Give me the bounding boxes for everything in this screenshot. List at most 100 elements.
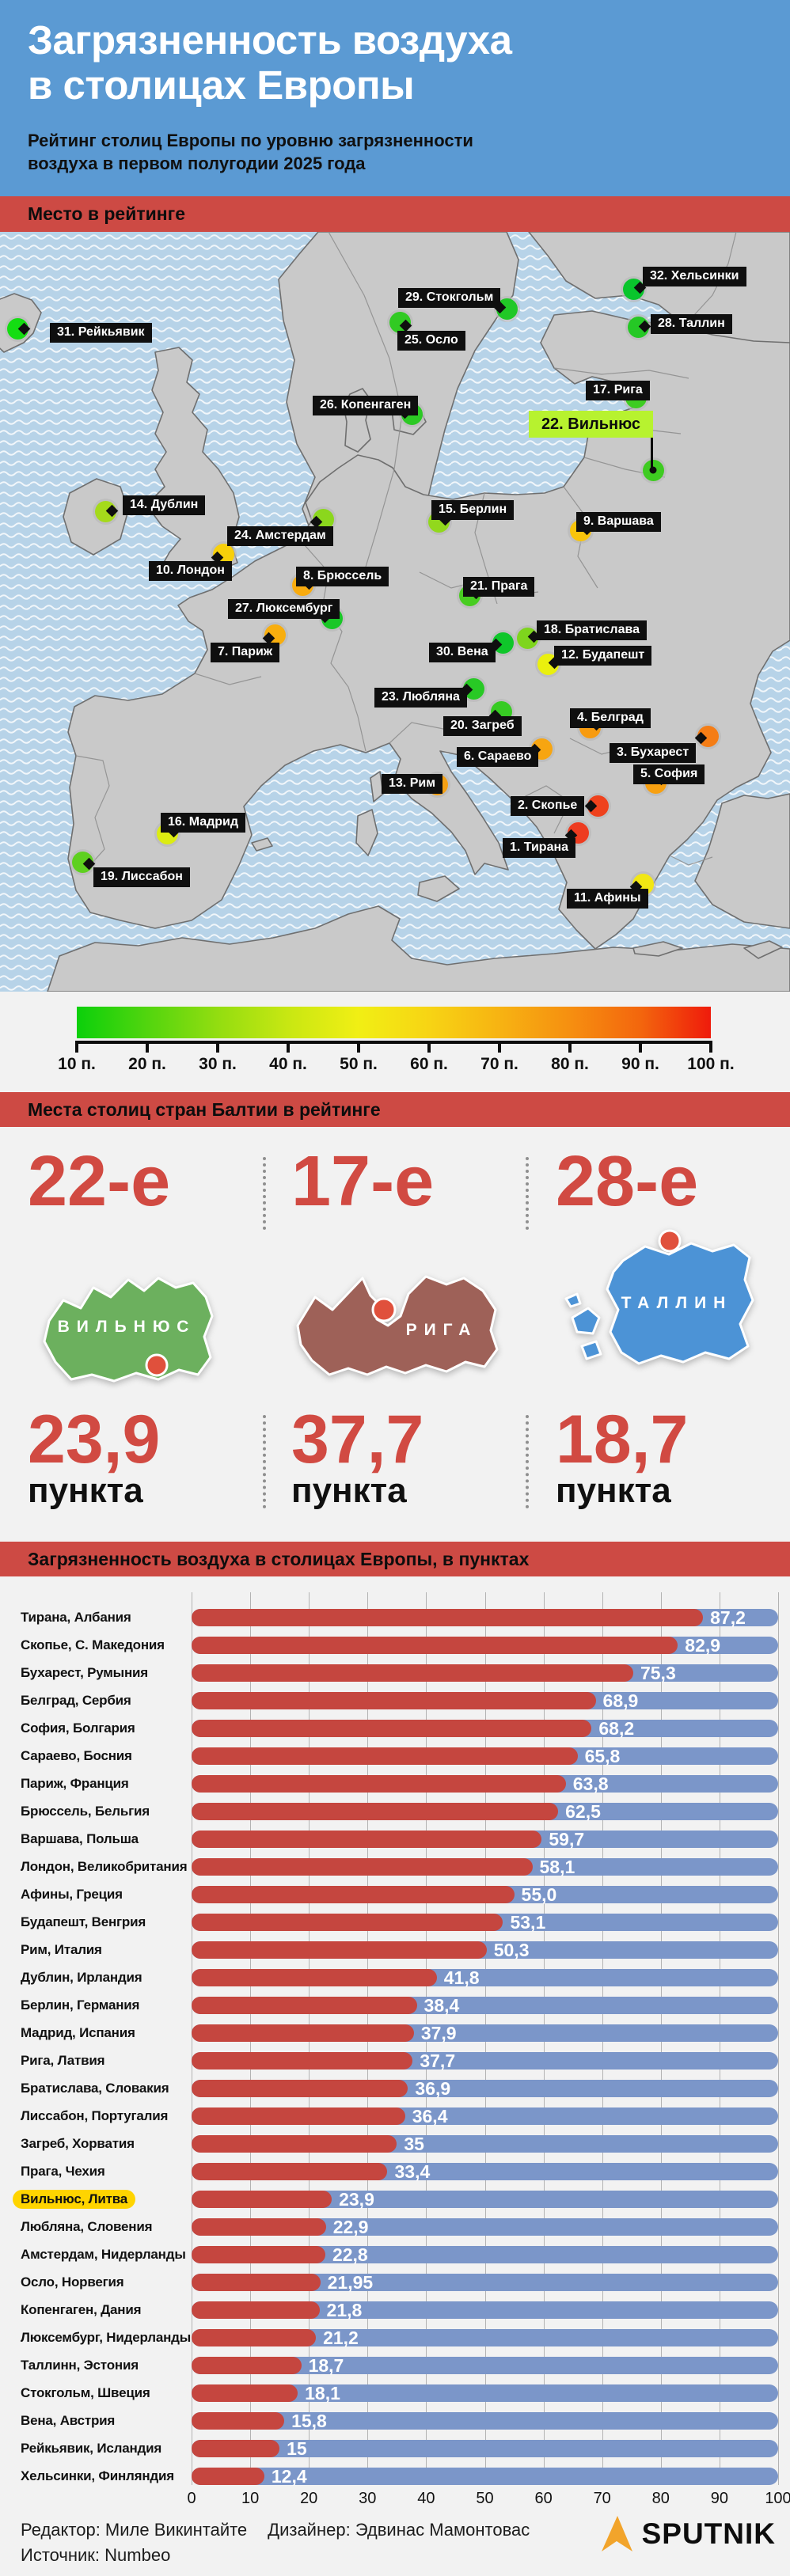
bar-track: 18,7 bbox=[192, 2354, 778, 2376]
latvia-label: РИГА bbox=[406, 1321, 478, 1339]
land-continent bbox=[67, 310, 790, 950]
bar-fill bbox=[192, 2245, 325, 2263]
map-marker-label: 3. Бухарест bbox=[610, 743, 697, 763]
chart-row-label: Берлин, Германия bbox=[21, 1997, 140, 2013]
map-marker-label: 5. София bbox=[633, 764, 705, 784]
land-balearics bbox=[251, 837, 273, 852]
bar-fill bbox=[192, 2217, 326, 2236]
bar-fill bbox=[192, 2301, 320, 2319]
chart-row: Бухарест, Румыния 75,3 bbox=[21, 1659, 778, 1686]
page-subtitle: Рейтинг столиц Европы по уровню загрязне… bbox=[28, 131, 473, 174]
bar-fill bbox=[192, 2439, 280, 2457]
map-marker-label: 8. Брюссель bbox=[296, 567, 389, 586]
tallinn-dot bbox=[658, 1229, 682, 1253]
gridline bbox=[778, 1592, 779, 2485]
bar-track: 21,2 bbox=[192, 2328, 778, 2348]
bar-value: 38,4 bbox=[423, 1994, 460, 2016]
map-marker-label: 25. Осло bbox=[397, 331, 465, 351]
chart-row-label: Стокгольм, Швеция bbox=[21, 2384, 150, 2400]
footer: Редактор: Миле Викинтайте Дизайнер: Эдвин… bbox=[0, 2507, 790, 2576]
chart-row-label: Мадрид, Испания bbox=[21, 2024, 135, 2040]
chart-row-label: Лондон, Великобритания bbox=[21, 1858, 188, 1874]
callout-line bbox=[651, 438, 653, 470]
map-marker-label: 28. Таллин bbox=[651, 314, 732, 334]
chart-row: Рейкьявик, Исландия 15 bbox=[21, 2434, 778, 2462]
bar-value: 36,4 bbox=[412, 2105, 448, 2126]
chart-row-label: Скопье, С. Македония bbox=[21, 1637, 165, 1652]
bar-track: 63,8 bbox=[192, 1773, 778, 1794]
estonia-map: ТАЛЛИН bbox=[564, 1229, 754, 1365]
bar-track: 62,5 bbox=[192, 1800, 778, 1822]
bar-value: 62,5 bbox=[565, 1800, 601, 1822]
map-markers-layer: 1. Тирана 2. Скопье 3. Бухарест 4. Белград 5… bbox=[0, 232, 790, 992]
map-marker-label: 26. Копенгаген bbox=[313, 396, 419, 415]
land-north-africa bbox=[47, 905, 790, 992]
chart-rows: Тирана, Албания 87,2 Скопье, С. Македония 8… bbox=[13, 1603, 778, 2490]
bar-value: 68,9 bbox=[602, 1690, 639, 1711]
chart-row: Скопье, С. Македония 82,9 bbox=[21, 1631, 778, 1659]
chart-row-label: Белград, Сербия bbox=[21, 1692, 131, 1708]
bar-value: 37,9 bbox=[420, 2022, 457, 2043]
map-marker-label: 6. Сараево bbox=[457, 747, 539, 767]
legend-axis-line bbox=[75, 1041, 712, 1044]
bar-track: 36,9 bbox=[192, 2078, 778, 2099]
map-marker-label: 18. Братислава bbox=[537, 620, 648, 640]
map-marker-label: 31. Рейкьявик bbox=[50, 323, 152, 343]
legend-tick bbox=[498, 1041, 501, 1053]
editor-credit: Редактор: Миле Викинтайте bbox=[21, 2520, 248, 2540]
bar-value: 18,1 bbox=[305, 2382, 340, 2403]
map-marker-label: 11. Афины bbox=[567, 889, 648, 909]
axis-tick-label: 60 bbox=[534, 2490, 553, 2507]
map-marker-label: 12. Будапешт bbox=[554, 646, 652, 666]
bar-fill bbox=[192, 1608, 704, 1626]
land-crete bbox=[632, 941, 683, 957]
bar-track: 53,1 bbox=[192, 1912, 778, 1933]
bar-track: 23,9 bbox=[192, 2189, 778, 2210]
chart-row: Братислава, Словакия 36,9 bbox=[21, 2074, 778, 2102]
divider bbox=[263, 1157, 266, 1230]
legend-tick-label: 30 п. bbox=[199, 1055, 237, 1073]
bar-track: 65,8 bbox=[192, 1746, 778, 1766]
map-marker-label: 20. Загреб bbox=[443, 716, 522, 736]
pollution-bar-chart: Тирана, Албания 87,2 Скопье, С. Македония 8… bbox=[0, 1576, 790, 2507]
page-title-line1: Загрязненность воздуха bbox=[28, 17, 512, 63]
bar-fill bbox=[192, 2051, 413, 2070]
legend-tick bbox=[709, 1041, 712, 1053]
chart-row-label: Сараево, Босния bbox=[21, 1747, 132, 1763]
bar-track: 18,1 bbox=[192, 2382, 778, 2403]
map-marker-label: 32. Хельсинки bbox=[643, 267, 746, 286]
bar-value: 21,8 bbox=[326, 2299, 363, 2320]
bar-fill bbox=[192, 2356, 302, 2374]
bar-value: 87,2 bbox=[710, 1607, 746, 1628]
map-marker-dot bbox=[642, 459, 664, 481]
chart-row: Сараево, Босния 65,8 bbox=[21, 1742, 778, 1770]
bar-fill bbox=[192, 1996, 417, 2014]
legend-tick-label: 60 п. bbox=[410, 1055, 448, 1073]
chart-row: Афины, Греция 55,0 bbox=[21, 1880, 778, 1908]
bar-track: 75,3 bbox=[192, 1663, 778, 1683]
chart-row: Дублин, Ирландия 41,8 bbox=[21, 1963, 778, 1991]
sputnik-logo-text: SPUTNIK bbox=[641, 2517, 776, 2550]
color-scale-legend: 10 п. 20 п. 30 п. 40 п. 50 п. 60 п. 70 п. 80 п.… bbox=[0, 992, 790, 1092]
bar-fill bbox=[192, 1747, 578, 1765]
bar-track: 33,4 bbox=[192, 2161, 778, 2182]
map-marker-label: 21. Прага bbox=[463, 577, 535, 597]
chart-row: Берлин, Германия 38,4 bbox=[21, 1991, 778, 2019]
chart-row-label: Таллинн, Эстония bbox=[21, 2357, 139, 2373]
chart-row: Вильнюс, Литва 23,9 bbox=[13, 2185, 778, 2213]
bar-track: 68,2 bbox=[192, 1718, 778, 1739]
chart-row: Хельсинки, Финляндия 12,4 bbox=[21, 2462, 778, 2490]
bar-fill bbox=[192, 2328, 317, 2346]
bar-fill bbox=[192, 1691, 596, 1709]
bar-track: 22,9 bbox=[192, 2217, 778, 2237]
page-title: Загрязненность воздуха в столицах Европы bbox=[28, 17, 512, 108]
vilnius-rank: 22-е bbox=[28, 1142, 171, 1221]
gradient-bar bbox=[77, 1007, 711, 1038]
divider bbox=[526, 1415, 529, 1508]
land-corsica bbox=[370, 771, 384, 802]
bar-value: 63,8 bbox=[572, 1773, 609, 1794]
bar-value: 18,7 bbox=[308, 2354, 344, 2376]
chart-row-label: Осло, Норвегия bbox=[21, 2274, 124, 2290]
map-marker-label: 17. Рига bbox=[586, 381, 650, 400]
bar-track: 59,7 bbox=[192, 1829, 778, 1849]
